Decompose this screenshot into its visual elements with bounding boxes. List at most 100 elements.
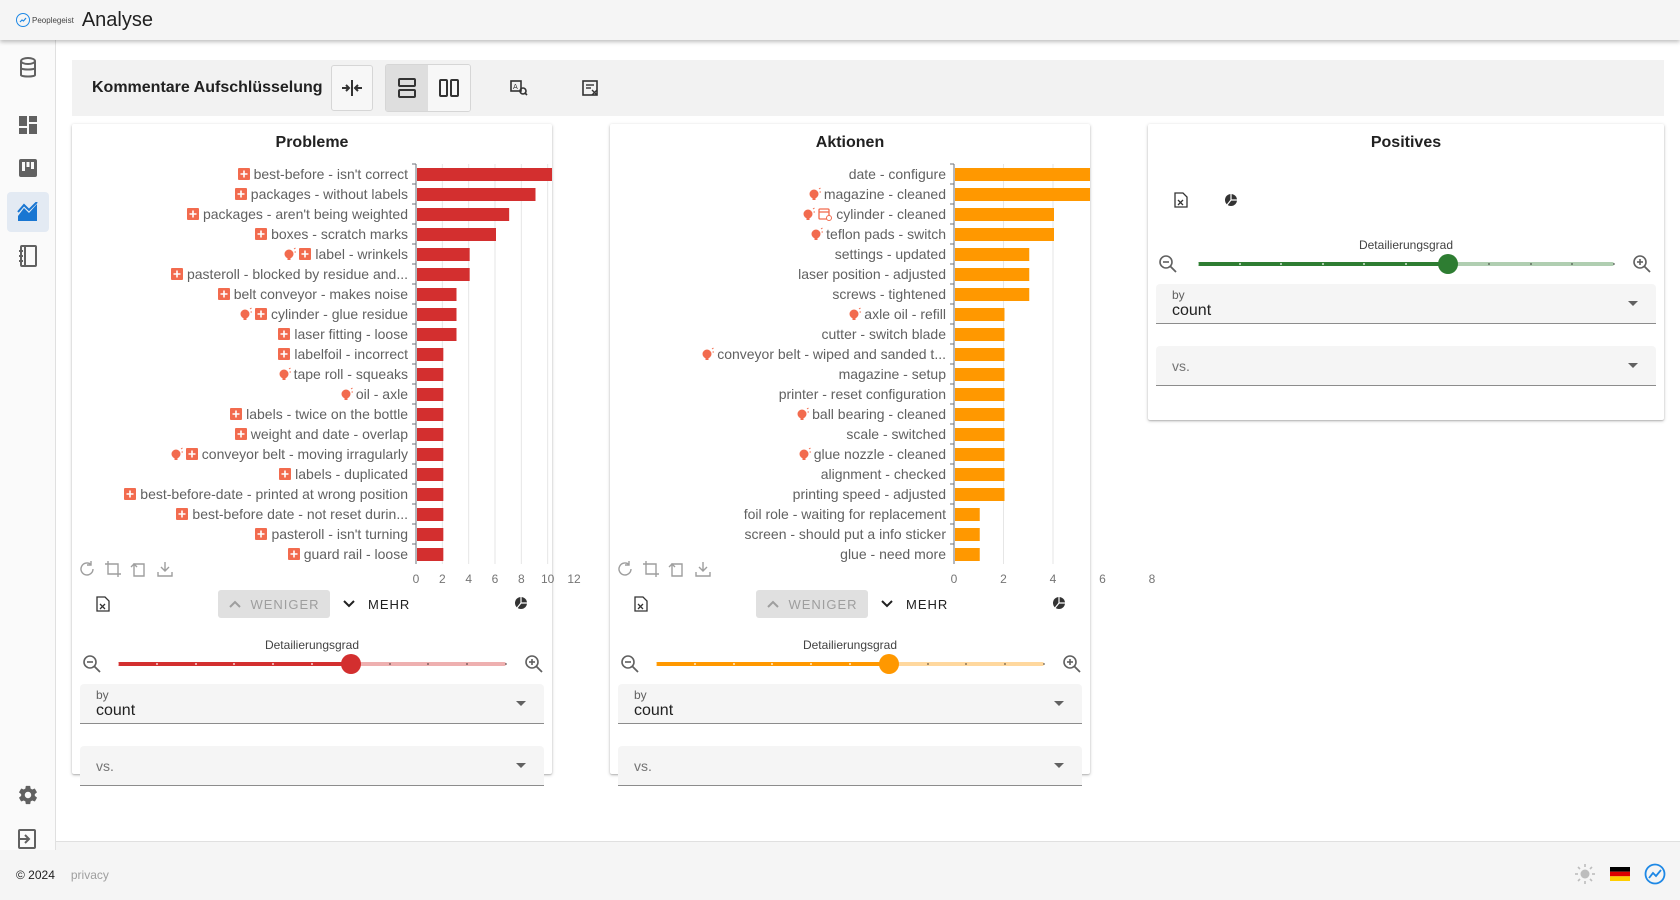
category-label[interactable]: best-before date - not reset durin... bbox=[176, 504, 408, 524]
clear-comments-button[interactable] bbox=[571, 68, 611, 108]
slider-thumb[interactable] bbox=[1437, 254, 1458, 274]
zoom-in-icon[interactable] bbox=[1632, 254, 1652, 274]
category-label[interactable]: glue nozzle - cleaned bbox=[798, 444, 946, 464]
zoom-area-icon[interactable] bbox=[642, 560, 660, 578]
bar[interactable] bbox=[417, 528, 444, 541]
bar[interactable] bbox=[417, 468, 444, 481]
bar[interactable] bbox=[955, 388, 1005, 401]
zoom-out-icon[interactable] bbox=[620, 654, 640, 674]
bar[interactable] bbox=[417, 288, 457, 301]
bar[interactable] bbox=[417, 368, 444, 381]
bar[interactable] bbox=[417, 388, 444, 401]
category-label[interactable]: conveyor belt - wiped and sanded t... bbox=[701, 344, 946, 364]
category-label[interactable]: alignment - checked bbox=[821, 464, 946, 484]
bar[interactable] bbox=[955, 428, 1005, 441]
bar[interactable] bbox=[955, 488, 1005, 501]
category-label[interactable]: cutter - switch blade bbox=[822, 324, 947, 344]
bar[interactable] bbox=[417, 208, 510, 221]
category-label[interactable]: ball bearing - cleaned bbox=[796, 404, 946, 424]
category-label[interactable]: printing speed - adjusted bbox=[793, 484, 946, 504]
bar[interactable] bbox=[955, 208, 1054, 221]
category-label[interactable]: pasteroll - isn't turning bbox=[255, 524, 408, 544]
pie-chart-toggle[interactable] bbox=[1224, 193, 1238, 212]
bar[interactable] bbox=[955, 508, 980, 521]
excel-export-button[interactable] bbox=[1174, 192, 1188, 213]
category-label[interactable]: labels - twice on the bottle bbox=[230, 404, 408, 424]
category-label[interactable]: weight and date - overlap bbox=[234, 424, 408, 444]
category-label[interactable]: pasteroll - blocked by residue and... bbox=[170, 264, 408, 284]
category-label[interactable]: cylinder - glue residue bbox=[239, 304, 408, 324]
category-label[interactable]: printer - reset configuration bbox=[779, 384, 946, 404]
category-label[interactable]: magazine - cleaned bbox=[808, 184, 946, 204]
pie-chart-toggle[interactable] bbox=[514, 596, 528, 615]
vs-select[interactable]: vs. bbox=[80, 746, 544, 786]
category-label[interactable]: foil role - waiting for replacement bbox=[744, 504, 946, 524]
layout-rows-button[interactable] bbox=[385, 65, 428, 111]
bar[interactable] bbox=[955, 468, 1005, 481]
bar[interactable] bbox=[955, 308, 1005, 321]
sidebar-item-kanban[interactable] bbox=[7, 148, 49, 188]
collapse-horizontal-button[interactable] bbox=[330, 65, 373, 111]
bar[interactable] bbox=[417, 448, 444, 461]
bar[interactable] bbox=[417, 508, 444, 521]
download-icon[interactable] bbox=[694, 560, 712, 578]
slider-thumb[interactable] bbox=[878, 654, 899, 674]
excel-export-button[interactable] bbox=[96, 596, 110, 617]
bar[interactable] bbox=[955, 248, 1030, 261]
zoom-out-icon[interactable] bbox=[82, 654, 102, 674]
category-label[interactable]: label - wrinkels bbox=[283, 244, 408, 264]
category-label[interactable]: belt conveyor - makes noise bbox=[217, 284, 408, 304]
category-label[interactable]: labels - duplicated bbox=[279, 464, 408, 484]
app-logo-icon[interactable] bbox=[1644, 863, 1666, 885]
category-label[interactable]: scale - switched bbox=[846, 424, 946, 444]
detail-level-slider[interactable] bbox=[1197, 254, 1615, 274]
bar[interactable] bbox=[955, 408, 1005, 421]
bar[interactable] bbox=[955, 268, 1030, 281]
bar[interactable] bbox=[417, 168, 552, 181]
refresh-icon[interactable] bbox=[616, 560, 634, 578]
by-select[interactable]: by count bbox=[80, 684, 544, 724]
sidebar-item-settings[interactable] bbox=[7, 775, 49, 815]
bar[interactable] bbox=[955, 348, 1005, 361]
app-logo[interactable]: Peoplegeist bbox=[16, 13, 74, 27]
bar[interactable] bbox=[955, 228, 1054, 241]
bar[interactable] bbox=[955, 188, 1090, 201]
more-button[interactable]: MEHR bbox=[342, 590, 410, 618]
bar[interactable] bbox=[955, 368, 1005, 381]
translate-button[interactable]: A bbox=[499, 68, 539, 108]
bar[interactable] bbox=[417, 188, 536, 201]
refresh-icon[interactable] bbox=[78, 560, 96, 578]
bar[interactable] bbox=[417, 328, 457, 341]
category-label[interactable]: best-before-date - printed at wrong posi… bbox=[124, 484, 408, 504]
sidebar-item-logout[interactable] bbox=[7, 819, 49, 859]
by-select[interactable]: by count bbox=[1156, 284, 1656, 324]
category-label[interactable]: guard rail - loose bbox=[287, 544, 408, 564]
category-label[interactable]: axle oil - refill bbox=[848, 304, 946, 324]
zoom-reset-icon[interactable] bbox=[668, 560, 686, 578]
bar[interactable] bbox=[417, 228, 496, 241]
german-flag-icon[interactable] bbox=[1610, 867, 1630, 881]
category-label[interactable]: packages - without labels bbox=[234, 184, 408, 204]
category-label[interactable]: magazine - setup bbox=[839, 364, 946, 384]
layout-columns-button[interactable] bbox=[427, 65, 470, 111]
category-label[interactable]: best-before - isn't correct bbox=[237, 164, 408, 184]
zoom-reset-icon[interactable] bbox=[130, 560, 148, 578]
category-label[interactable]: date - configure bbox=[849, 164, 946, 184]
category-label[interactable]: settings - updated bbox=[835, 244, 946, 264]
sidebar-item-notebook[interactable] bbox=[7, 236, 49, 276]
zoom-area-icon[interactable] bbox=[104, 560, 122, 578]
bar[interactable] bbox=[955, 288, 1030, 301]
bar[interactable] bbox=[417, 348, 444, 361]
zoom-out-icon[interactable] bbox=[1158, 254, 1178, 274]
detail-level-slider[interactable] bbox=[117, 654, 507, 674]
bar[interactable] bbox=[417, 488, 444, 501]
bar[interactable] bbox=[417, 548, 444, 561]
bar[interactable] bbox=[417, 248, 470, 261]
excel-export-button[interactable] bbox=[634, 596, 648, 617]
by-select[interactable]: by count bbox=[618, 684, 1082, 724]
detail-level-slider[interactable] bbox=[655, 654, 1045, 674]
vs-select[interactable]: vs. bbox=[618, 746, 1082, 786]
category-label[interactable]: laser position - adjusted bbox=[798, 264, 946, 284]
less-button[interactable]: WENIGER bbox=[218, 590, 330, 618]
bar[interactable] bbox=[955, 328, 1005, 341]
